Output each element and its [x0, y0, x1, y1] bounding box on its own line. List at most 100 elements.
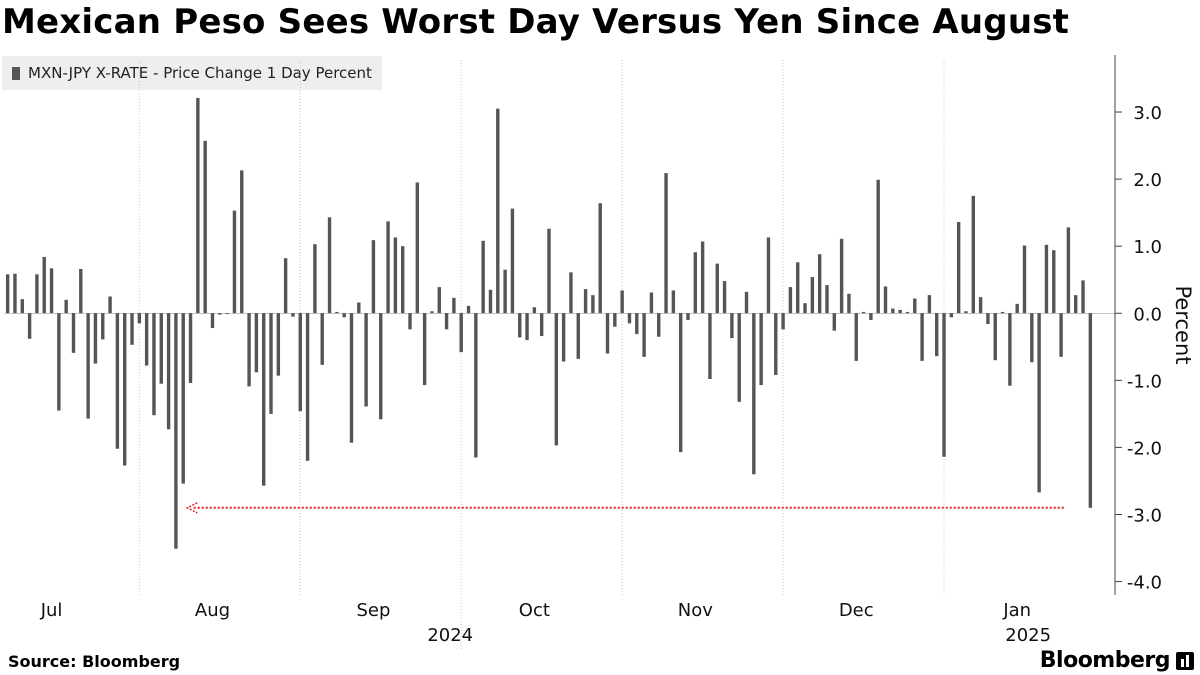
bar — [927, 295, 932, 314]
bar — [554, 313, 559, 446]
bar — [357, 302, 361, 314]
bar — [605, 313, 610, 354]
bar — [759, 313, 763, 386]
bar — [232, 210, 237, 314]
bar — [371, 240, 376, 314]
bar — [913, 298, 917, 314]
bar — [657, 313, 661, 337]
bar — [210, 313, 215, 329]
brand-logo: Bloomberg — [1039, 648, 1171, 673]
chart-title: Mexican Peso Sees Worst Day Versus Yen S… — [2, 2, 1070, 42]
y-tick-label: -1.0 — [1127, 371, 1162, 392]
bar — [283, 258, 288, 314]
bar — [971, 195, 975, 314]
bar — [576, 313, 580, 359]
bar — [123, 313, 127, 466]
bar — [247, 313, 251, 387]
bar — [364, 313, 368, 407]
bar — [379, 313, 383, 420]
bar — [108, 296, 112, 314]
bar — [415, 182, 420, 314]
x-tick-label: Jul — [40, 600, 63, 621]
bar — [342, 313, 346, 318]
bar — [422, 313, 427, 386]
bar — [313, 244, 317, 314]
bars-group — [5, 97, 1093, 549]
bar — [393, 237, 398, 314]
bar — [949, 313, 954, 318]
source-note: Source: Bloomberg — [8, 652, 181, 671]
bar — [386, 221, 390, 314]
bar — [993, 313, 997, 361]
y-tick-label: -3.0 — [1127, 506, 1162, 527]
bar — [1008, 313, 1012, 386]
bar — [642, 313, 646, 357]
bar — [452, 297, 456, 314]
bar — [744, 291, 749, 314]
bar — [35, 274, 39, 314]
bar — [269, 313, 273, 414]
bar — [240, 170, 244, 314]
bar — [1074, 295, 1078, 314]
y-tick-label: 2.0 — [1133, 170, 1162, 191]
bar — [130, 313, 134, 345]
bar — [181, 313, 185, 484]
legend-label: MXN-JPY X-RATE - Price Change 1 Day Perc… — [28, 64, 372, 82]
bar — [13, 273, 17, 314]
x-tick-label: Sep — [356, 600, 390, 621]
x-year-label: 2025 — [1005, 625, 1051, 646]
bar — [847, 293, 851, 314]
bar — [466, 305, 471, 314]
annotation-arrowhead — [185, 502, 198, 514]
bar — [86, 313, 90, 419]
bar — [49, 268, 54, 314]
bar — [766, 237, 771, 314]
bar — [803, 303, 807, 314]
bar — [883, 286, 888, 314]
bar — [561, 313, 566, 362]
bar — [481, 240, 485, 314]
bar — [79, 268, 83, 314]
bar — [20, 299, 24, 314]
bar — [635, 313, 639, 335]
bar — [400, 246, 405, 314]
bar — [1037, 313, 1041, 493]
bar — [1088, 313, 1093, 508]
bar — [583, 289, 588, 314]
x-tick-label: Nov — [678, 600, 713, 621]
x-tick-label: Oct — [519, 600, 550, 621]
bar — [569, 272, 573, 314]
bar — [891, 308, 895, 314]
month-separators — [4, 60, 1115, 650]
bar — [722, 281, 727, 314]
x-tick-label: Dec — [839, 600, 874, 621]
bar — [730, 313, 734, 339]
bar — [715, 263, 719, 314]
bar — [935, 313, 939, 357]
bar — [627, 313, 632, 324]
bar — [700, 241, 705, 314]
bar — [408, 313, 412, 330]
bar — [861, 311, 866, 314]
bloomberg-terminal-icon — [1176, 652, 1194, 670]
bar — [335, 311, 339, 314]
bar — [737, 313, 741, 402]
bar — [57, 313, 61, 411]
bar — [305, 313, 310, 461]
bar — [869, 313, 873, 320]
bar — [203, 140, 207, 314]
bar — [539, 313, 544, 337]
bar — [1066, 227, 1071, 314]
bar — [671, 290, 676, 314]
bar — [693, 252, 698, 314]
bar — [430, 311, 434, 314]
bar — [42, 256, 46, 314]
bar — [225, 313, 229, 315]
bar — [978, 297, 983, 314]
bar — [649, 292, 654, 314]
bar — [152, 313, 156, 416]
bar — [320, 313, 324, 365]
x-tick-label: Aug — [195, 600, 230, 621]
x-tick-label: Jan — [1002, 600, 1031, 621]
